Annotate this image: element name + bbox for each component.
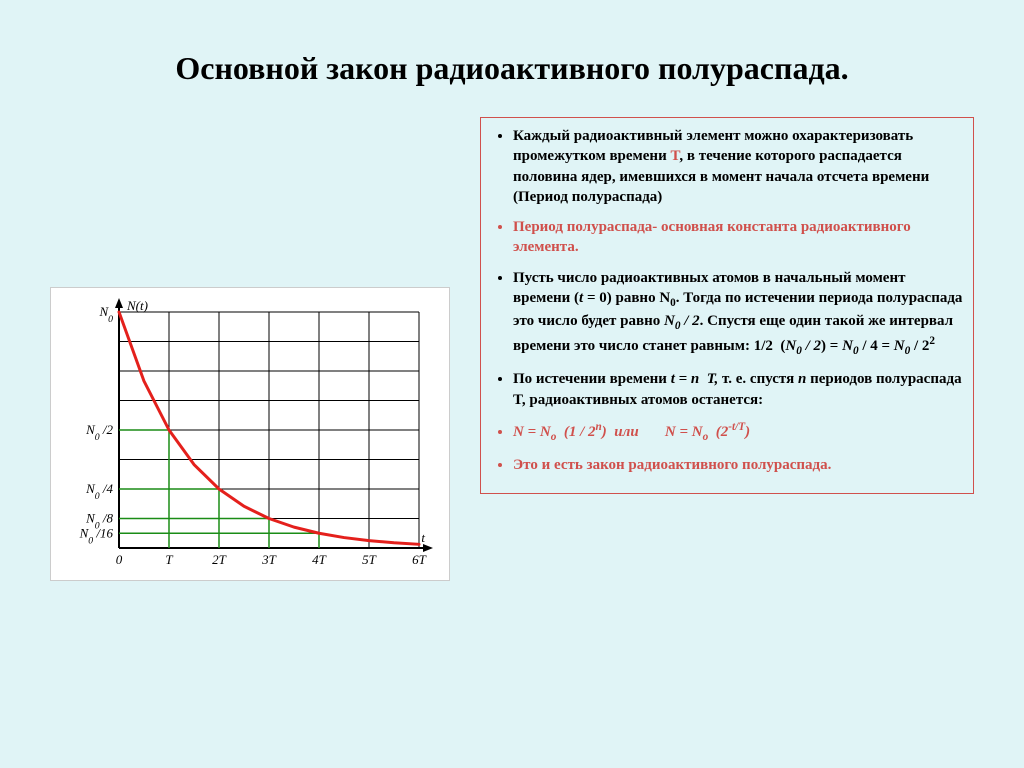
svg-text:0: 0 — [116, 552, 123, 567]
svg-text:N0: N0 — [98, 304, 113, 325]
decay-curve-svg: 0T2T3T4T5T6TN0N0 /2N0 /4N0 /8N0 /16N(t)t — [57, 296, 437, 576]
decay-chart: 0T2T3T4T5T6TN0N0 /2N0 /4N0 /8N0 /16N(t)t — [50, 287, 450, 581]
bullet-item: По истечении времени t = n T, т. е. спус… — [513, 369, 963, 410]
bullet-item: N = No (1 / 2n) или N = No (2-t/T) — [513, 420, 963, 445]
svg-text:4T: 4T — [312, 552, 327, 567]
svg-text:N0 /4: N0 /4 — [85, 481, 113, 502]
bullet-list: Каждый радиоактивный элемент можно охара… — [491, 126, 963, 475]
page-title: Основной закон радиоактивного полураспад… — [50, 50, 974, 87]
svg-text:2T: 2T — [212, 552, 227, 567]
svg-text:6T: 6T — [412, 552, 427, 567]
svg-text:t: t — [421, 530, 425, 545]
bullet-item: Каждый радиоактивный элемент можно охара… — [513, 126, 963, 207]
svg-text:N0 /16: N0 /16 — [79, 525, 114, 546]
bullet-item: Пусть число радиоактивных атомов в начал… — [513, 268, 963, 360]
svg-text:T: T — [165, 552, 173, 567]
svg-text:N(t): N(t) — [126, 298, 148, 313]
svg-text:N0 /2: N0 /2 — [85, 422, 113, 443]
bullet-item: Это и есть закон радиоактивного полурасп… — [513, 455, 963, 475]
bullet-item: Период полураспада- основная константа р… — [513, 217, 963, 258]
explanation-panel: Каждый радиоактивный элемент можно охара… — [480, 117, 974, 494]
svg-text:5T: 5T — [362, 552, 377, 567]
svg-text:3T: 3T — [261, 552, 277, 567]
